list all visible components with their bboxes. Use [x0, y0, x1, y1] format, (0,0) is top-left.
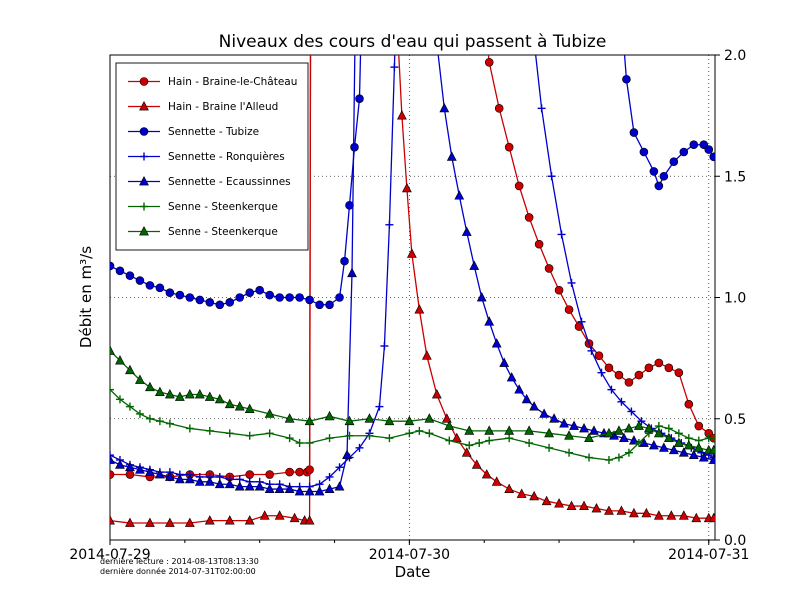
y-tick-label: 2.0 — [724, 48, 746, 64]
chart-title: Niveaux des cours d'eau qui passent à Tu… — [218, 32, 607, 52]
x-tick-label: 2014-07-31 — [668, 547, 749, 563]
y-axis-label: Débit en m³/s — [77, 245, 95, 349]
series-hain-braine-l-alleud-triangle — [110, 55, 715, 527]
series-senne-steenkerque-plus — [110, 385, 715, 464]
last-data-note: dernière donnée 2014-07-31T02:00:00 — [100, 567, 256, 576]
x-axis-label: Date — [394, 563, 431, 581]
y-tick-label: 0.0 — [724, 533, 746, 549]
y-tick-label: 1.0 — [724, 291, 746, 307]
series-hain-braine-le-ch-teau-circle — [110, 55, 715, 482]
last-reading-note: dernière lecture : 2014-08-13T08:13:30 — [100, 557, 259, 566]
y-tick-label: 1.5 — [724, 169, 746, 185]
legend-label: Senne - Steenkerque — [168, 201, 278, 213]
legend: Hain - Braine-le-Château Hain - Braine l'… — [115, 62, 309, 251]
y-tick-label: 0.5 — [724, 412, 746, 428]
legend-label: Senne - Steenkerque — [168, 226, 278, 238]
x-tick-label: 2014-07-30 — [369, 547, 450, 563]
legend-label: Hain - Braine l'Alleud — [168, 101, 278, 113]
series-sennette-tubize-circle — [110, 55, 715, 310]
legend-label: Sennette - Ecaussinnes — [168, 176, 291, 188]
legend-label: Sennette - Tubize — [168, 126, 259, 138]
legend-label: Sennette - Ronquières — [168, 151, 285, 163]
legend-label: Hain - Braine-le-Château — [168, 76, 297, 88]
series-senne-steenkerque-triangle — [110, 345, 715, 455]
x-tick-label: 2014-07-29 — [69, 547, 150, 563]
